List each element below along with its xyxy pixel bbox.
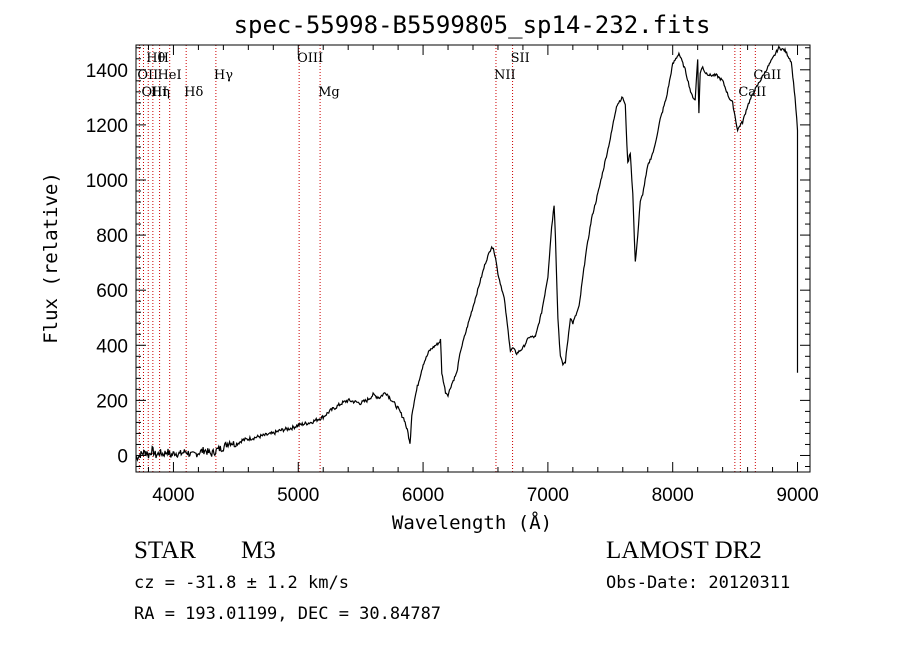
y-tick-label-1: 200 bbox=[96, 391, 128, 412]
spectral-line-markers bbox=[138, 45, 756, 472]
sky-coordinates: RA = 193.01199, DEC = 30.84787 bbox=[134, 604, 441, 624]
line-label-6: Hδ bbox=[184, 85, 203, 100]
line-label-7: Hγ bbox=[214, 68, 233, 83]
object-subclass: M3 bbox=[241, 537, 276, 564]
y-tick-label-5: 1000 bbox=[86, 171, 128, 192]
line-label-8: OIII bbox=[297, 51, 323, 66]
x-axis-label: Wavelength (Å) bbox=[392, 511, 552, 534]
line-label-4: H bbox=[158, 51, 169, 66]
x-tick-label-5: 9000 bbox=[776, 485, 818, 506]
y-tick-label-4: 800 bbox=[96, 226, 128, 247]
plot-frame bbox=[135, 44, 811, 473]
y-axis-ticks: 0 200 400 600 800 1000 1200 1400 bbox=[86, 47, 810, 467]
x-tick-label-3: 7000 bbox=[527, 485, 569, 506]
object-class: STAR bbox=[134, 537, 196, 564]
y-tick-label-3: 600 bbox=[96, 281, 128, 302]
x-tick-label-0: 4000 bbox=[152, 485, 194, 506]
survey-name: LAMOST DR2 bbox=[606, 537, 762, 564]
y-tick-label-6: 1200 bbox=[86, 116, 128, 137]
line-label-13: CaII bbox=[753, 68, 781, 83]
line-label-1: OII bbox=[137, 68, 158, 83]
line-label-2: OIII bbox=[141, 85, 167, 100]
line-label-9: Mg bbox=[318, 85, 340, 100]
x-tick-label-1: 5000 bbox=[277, 485, 319, 506]
y-tick-label-7: 1400 bbox=[86, 61, 128, 82]
line-label-5: HeI bbox=[157, 68, 181, 83]
x-tick-label-2: 6000 bbox=[402, 485, 444, 506]
observation-date: Obs-Date: 20120311 bbox=[606, 573, 790, 593]
chart-title: spec-55998-B5599805_sp14-232.fits bbox=[234, 11, 711, 39]
line-label-0: Hθ bbox=[146, 51, 165, 66]
line-label-3: Hη bbox=[151, 85, 170, 100]
radial-velocity: cz = -31.8 ± 1.2 km/s bbox=[134, 573, 349, 593]
x-axis-ticks: 4000 5000 6000 7000 8000 9000 bbox=[147, 45, 819, 506]
line-label-10: NII bbox=[494, 68, 516, 83]
x-tick-label-4: 8000 bbox=[652, 485, 694, 506]
line-label-11: SII bbox=[511, 51, 530, 66]
y-axis-label: Flux (relative) bbox=[40, 172, 62, 344]
spectrum-line bbox=[135, 45, 799, 462]
y-tick-label-0: 0 bbox=[117, 446, 128, 467]
y-tick-label-2: 400 bbox=[96, 336, 128, 357]
line-label-12: CaII bbox=[738, 85, 766, 100]
